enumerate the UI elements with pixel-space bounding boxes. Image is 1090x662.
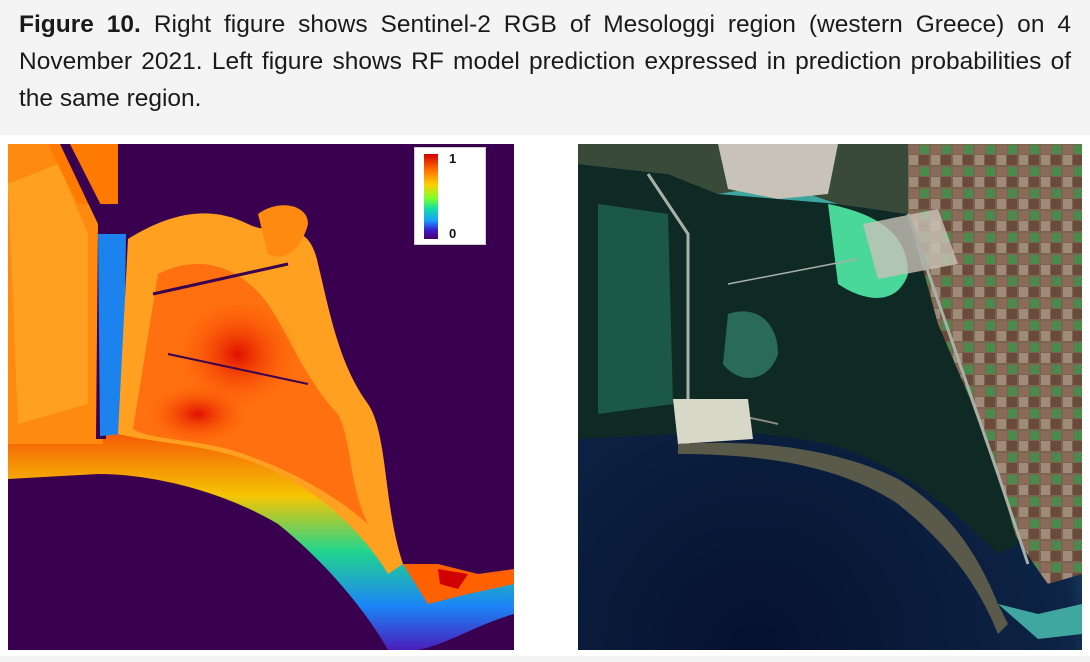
prediction-probability-map: 1 0 [8, 144, 514, 650]
figure-caption: Figure 10. Right figure shows Sentinel-2… [19, 6, 1071, 117]
legend-max-label: 1 [449, 151, 457, 166]
figure-caption-text: Right figure shows Sentinel-2 RGB of Mes… [19, 11, 1072, 112]
sentinel2-rgb-image [578, 144, 1082, 650]
probability-color-ramp [424, 154, 438, 239]
probability-legend: 1 0 [414, 147, 486, 245]
figure-label: Figure 10. [19, 11, 141, 38]
legend-min-label: 0 [449, 226, 457, 241]
sentinel2-rgb-picture [578, 144, 1082, 650]
